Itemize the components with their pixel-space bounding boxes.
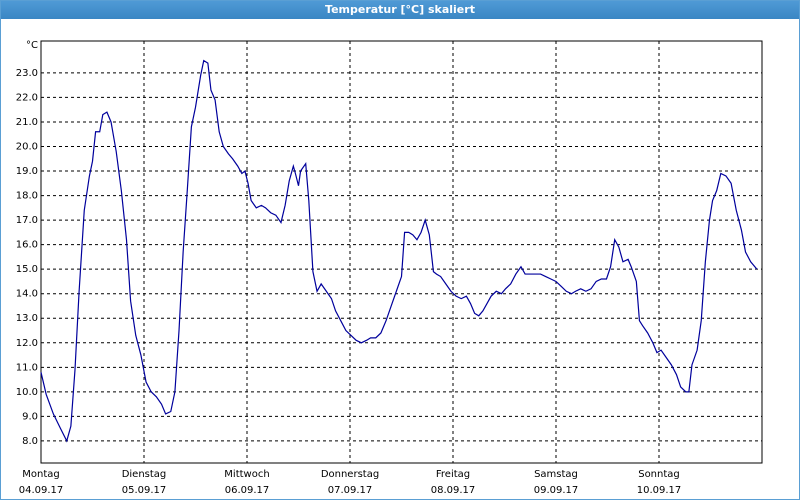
window-title: Temperatur [°C] skaliert xyxy=(1,1,799,19)
x-tick-label: 08.09.17 xyxy=(431,485,476,496)
x-tick-label: 09.09.17 xyxy=(534,485,579,496)
y-tick-label: 22.0 xyxy=(16,92,38,103)
x-tick-label: Mittwoch xyxy=(224,469,269,480)
x-tick-label: Donnerstag xyxy=(321,469,379,480)
y-tick-label: 10.0 xyxy=(16,387,38,398)
x-tick-label: 06.09.17 xyxy=(225,485,270,496)
x-tick-label: Montag xyxy=(22,469,59,480)
plot-area xyxy=(40,40,763,464)
y-tick-label: 16.0 xyxy=(16,240,38,251)
y-tick-label: 11.0 xyxy=(16,362,38,373)
y-tick-label: 18.0 xyxy=(16,191,38,202)
x-tick-label: Dienstag xyxy=(122,469,167,480)
x-tick-label: 07.09.17 xyxy=(328,485,373,496)
x-tick-label: 04.09.17 xyxy=(19,485,64,496)
temperature-line xyxy=(40,59,758,443)
y-tick-label: 8.0 xyxy=(22,436,38,447)
y-tick-label: 12.0 xyxy=(16,338,38,349)
y-tick-label: 19.0 xyxy=(16,166,38,177)
y-tick-label: 21.0 xyxy=(16,117,38,128)
x-tick-label: Sonntag xyxy=(638,469,680,480)
y-tick-label: 17.0 xyxy=(16,215,38,226)
y-tick-label: 23.0 xyxy=(16,68,38,79)
x-tick-label: 05.09.17 xyxy=(122,485,167,496)
x-tick-label: Freitag xyxy=(436,469,470,480)
y-unit: °C xyxy=(26,40,38,51)
x-tick-label: 10.09.17 xyxy=(637,485,682,496)
y-tick-label: 9.0 xyxy=(22,411,38,422)
y-tick-label: 14.0 xyxy=(16,289,38,300)
y-tick-label: 13.0 xyxy=(16,313,38,324)
y-tick-label: 15.0 xyxy=(16,264,38,275)
y-tick-label: 20.0 xyxy=(16,142,38,153)
x-tick-label: Samstag xyxy=(534,469,578,480)
